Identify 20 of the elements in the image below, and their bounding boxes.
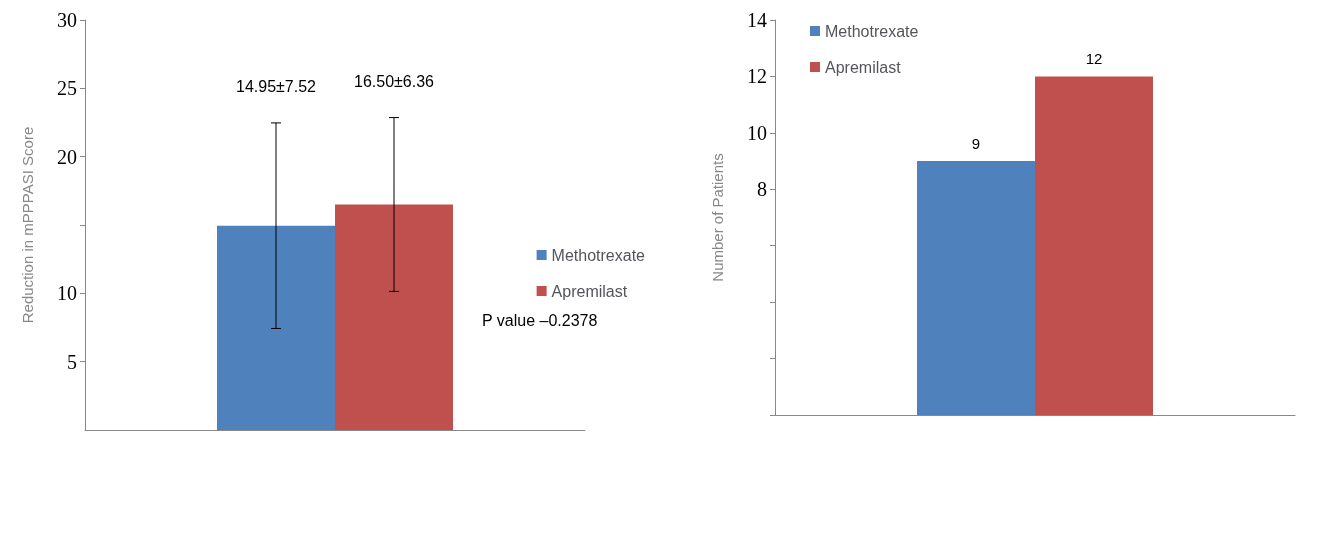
y-tick-label: 30 [57,9,77,31]
data-label: 9 [971,135,981,153]
y-axis-title: Number of Patients [709,153,726,282]
data-label: 12 [1085,50,1103,68]
annotation: 14.95±7.52 [236,78,317,96]
legend-label: Methotrexate [551,246,646,264]
y-tick-label: 5 [67,350,77,373]
y-tick-label: 20 [57,145,77,168]
y-axis-title: Reduction in mPPPASI Score [19,126,36,324]
y-tick-label: 25 [57,77,77,100]
y-tick-label: 10 [57,282,77,305]
y-tick-label: 14 [747,9,767,31]
y-tick-label: 12 [747,65,767,88]
y-tick-label: 10 [747,121,767,144]
annotation: P value –0.2378 [482,311,598,329]
legend-label: Apremilast [825,58,902,76]
y-tick-label: 8 [757,178,767,201]
annotation: 16.50±6.36 [354,73,435,91]
legend-label: Methotrexate [825,22,919,40]
legend-label: Apremilast [551,282,628,300]
